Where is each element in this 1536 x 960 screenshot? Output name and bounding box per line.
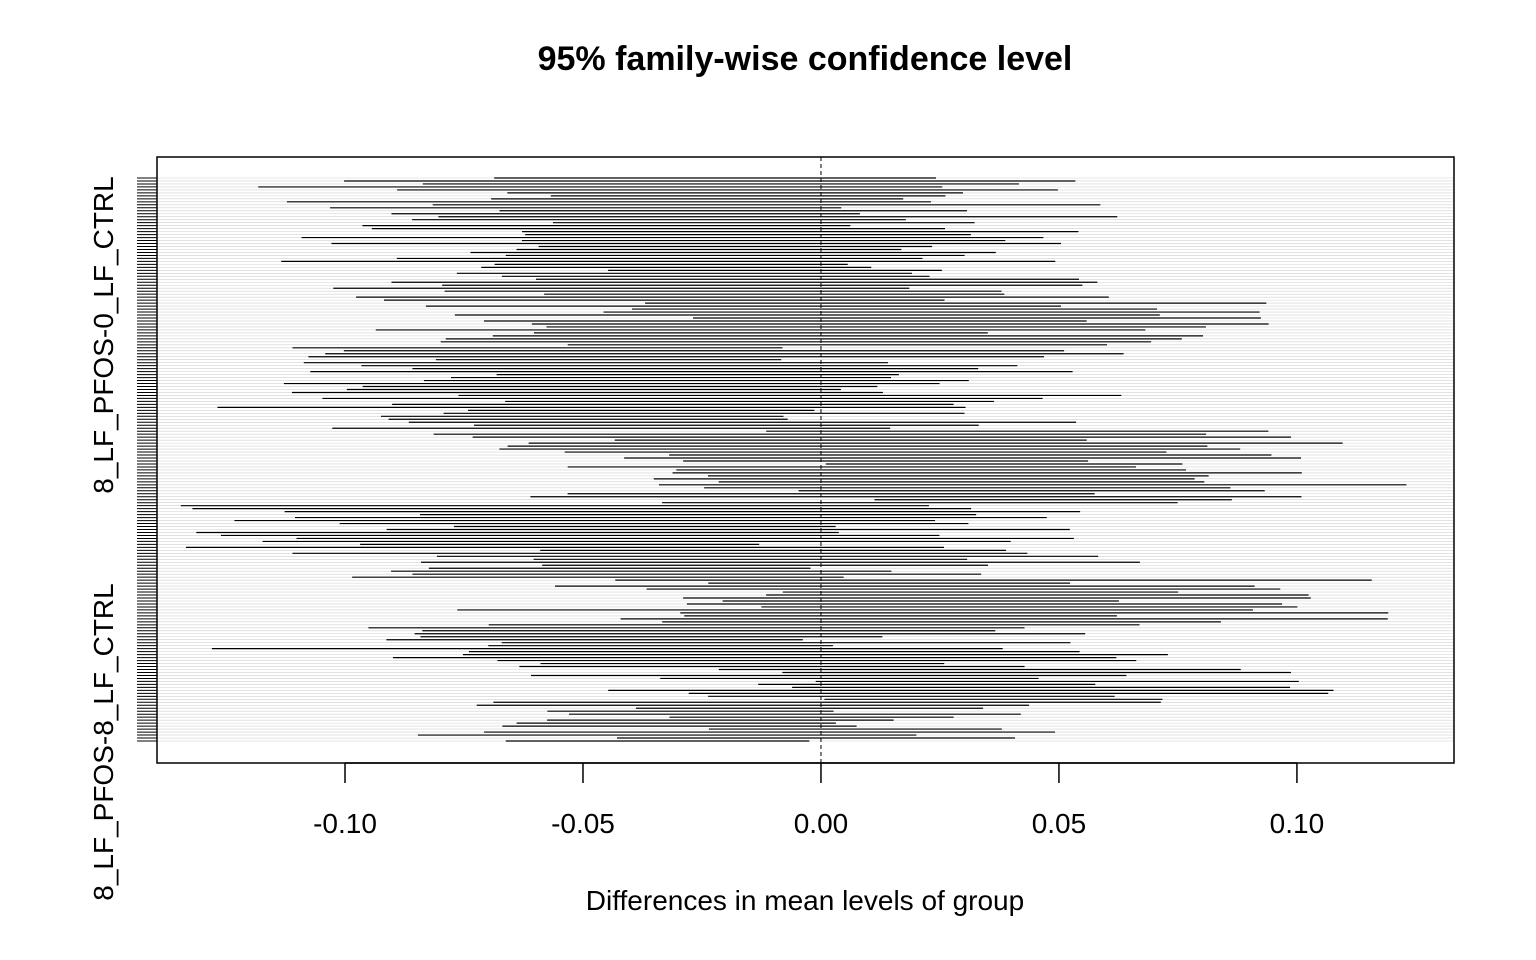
y-tick-label-1: 8_LF_PFOS-8_LF_CTRL [88, 583, 119, 900]
x-tick-label: 0.10 [1270, 808, 1325, 839]
chart-title: 95% family-wise confidence level [538, 40, 1073, 78]
y-axis-ticks [137, 177, 157, 742]
x-axis: -0.10 -0.05 0.00 0.05 0.10 [313, 762, 1325, 839]
x-axis-label: Differences in mean levels of group [586, 885, 1024, 916]
grid-lines [157, 177, 1454, 742]
y-tick-label-2: 8_LF_PFOS-0_LF_CTRL [88, 176, 119, 493]
x-tick-label: -0.05 [551, 808, 615, 839]
x-tick-label: 0.00 [794, 808, 849, 839]
x-tick-label: 0.05 [1032, 808, 1087, 839]
interval-series [180, 177, 1407, 742]
x-tick-label: -0.10 [313, 808, 377, 839]
